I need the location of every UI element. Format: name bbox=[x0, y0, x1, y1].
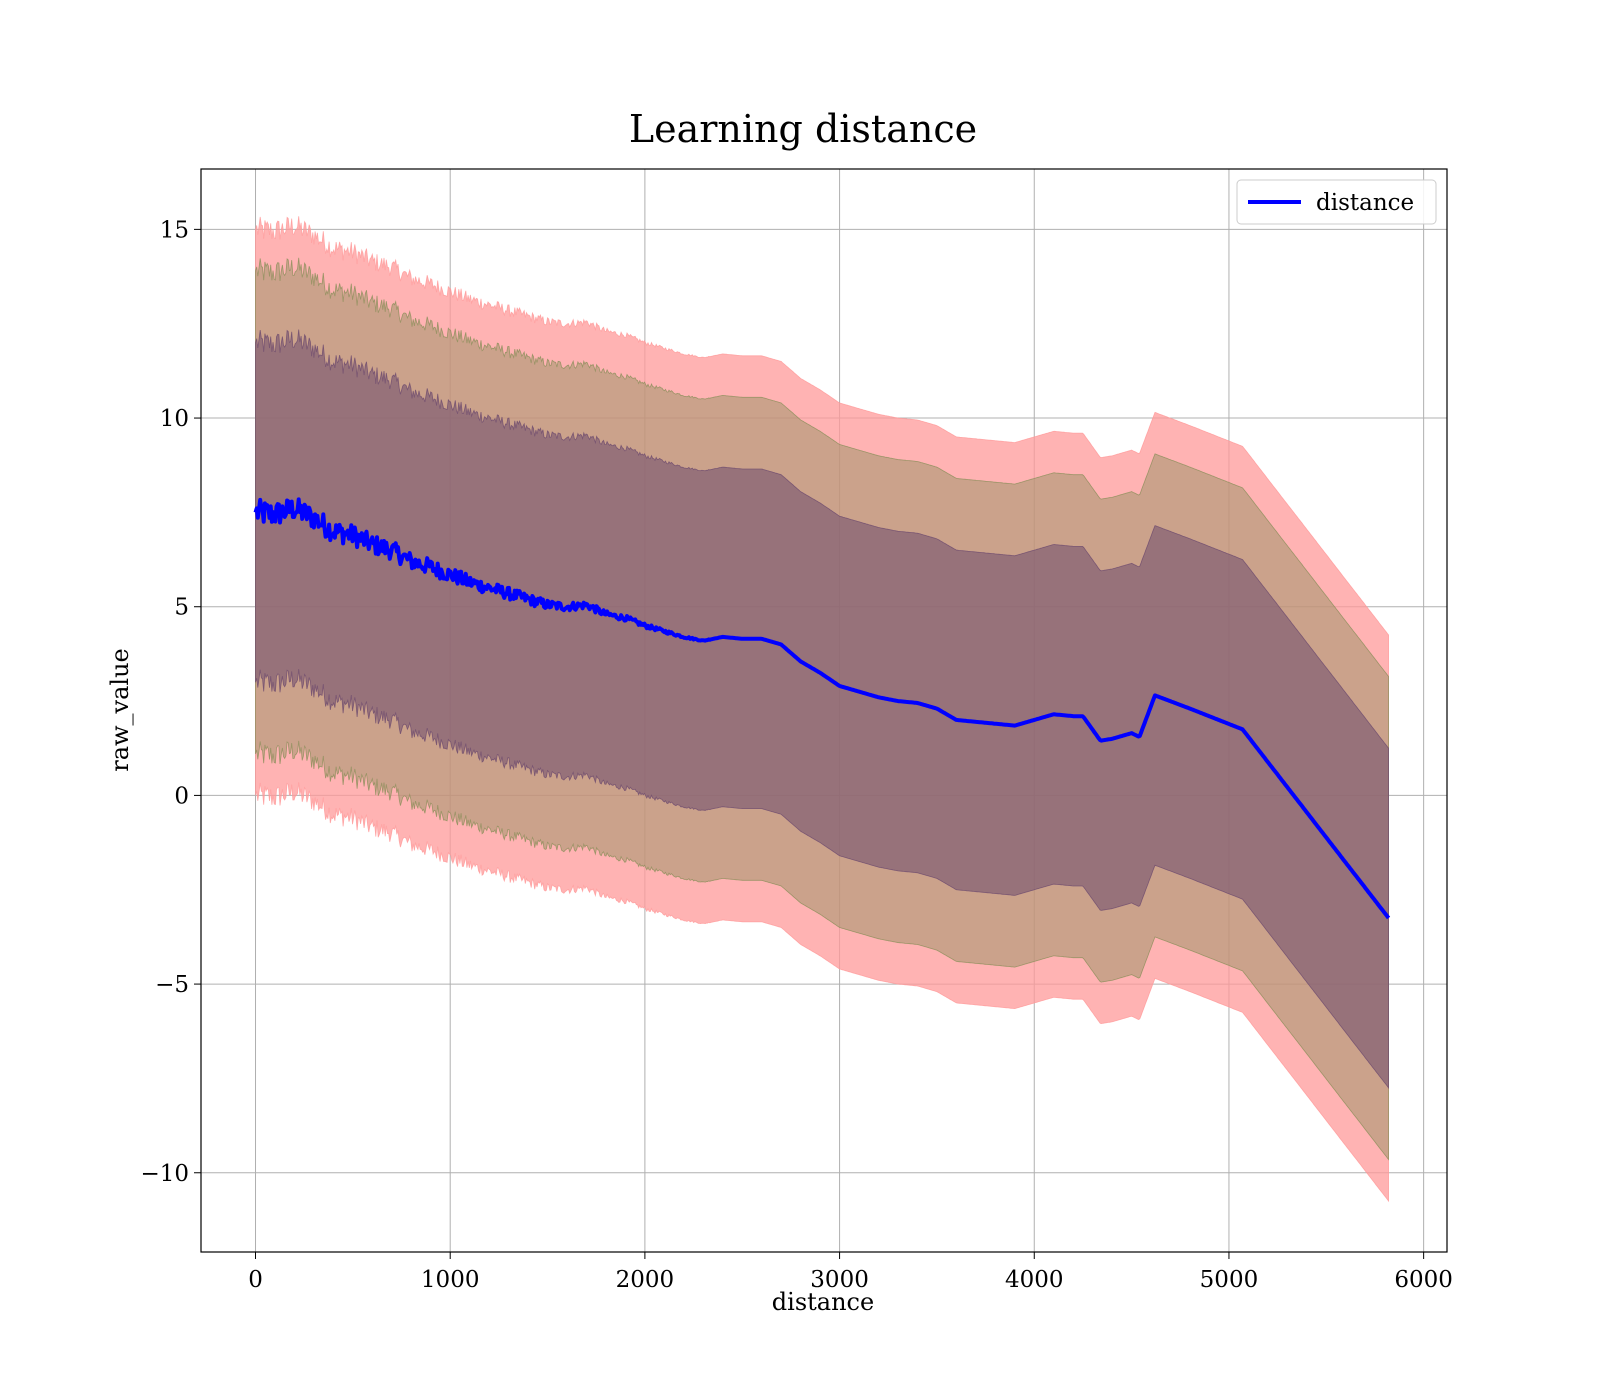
x-tick-label: 1000 bbox=[421, 1267, 480, 1293]
x-axis-label: distance bbox=[772, 1288, 874, 1316]
y-tick-label: −5 bbox=[155, 972, 189, 998]
x-tick-label: 5000 bbox=[1200, 1267, 1259, 1293]
y-tick-label: 10 bbox=[160, 406, 189, 432]
y-tick-label: 5 bbox=[174, 595, 189, 621]
y-tick-label: 0 bbox=[174, 783, 189, 809]
legend-entry-distance: distance bbox=[1316, 190, 1414, 216]
y-tick-label: −10 bbox=[140, 1161, 189, 1187]
series-lines bbox=[253, 497, 1391, 920]
x-tick-label: 4000 bbox=[1005, 1267, 1064, 1293]
x-tick-label: 6000 bbox=[1394, 1267, 1453, 1293]
legend: distance bbox=[1236, 179, 1437, 225]
x-tick-label: 2000 bbox=[616, 1267, 675, 1293]
x-axis-ticks: 0 1000 2000 3000 4000 5000 6000 bbox=[248, 1252, 1453, 1293]
x-tick-label: 0 bbox=[248, 1267, 263, 1293]
confidence-bands bbox=[255, 216, 1389, 1203]
y-axis-ticks: −10 −5 0 5 10 15 bbox=[140, 217, 201, 1187]
y-axis-label: raw_value bbox=[106, 648, 134, 772]
plot-frame bbox=[200, 168, 1448, 1253]
x-tick-label: 3000 bbox=[810, 1267, 869, 1293]
legend-box bbox=[1236, 179, 1437, 225]
confidence-band bbox=[255, 329, 1389, 1090]
series-line-distance bbox=[253, 497, 1391, 920]
y-tick-label: 15 bbox=[160, 217, 189, 243]
chart-title: Learning distance bbox=[629, 107, 977, 151]
